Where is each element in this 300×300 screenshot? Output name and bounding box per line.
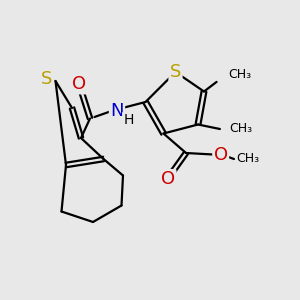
Text: H: H — [123, 113, 134, 127]
Text: CH₃: CH₃ — [228, 68, 251, 82]
Text: N: N — [110, 102, 124, 120]
Text: O: O — [72, 75, 87, 93]
Text: S: S — [41, 70, 52, 88]
Text: O: O — [161, 170, 175, 188]
Text: S: S — [170, 63, 181, 81]
Text: O: O — [214, 146, 228, 164]
Text: CH₃: CH₃ — [236, 152, 260, 166]
Text: CH₃: CH₃ — [229, 122, 252, 136]
